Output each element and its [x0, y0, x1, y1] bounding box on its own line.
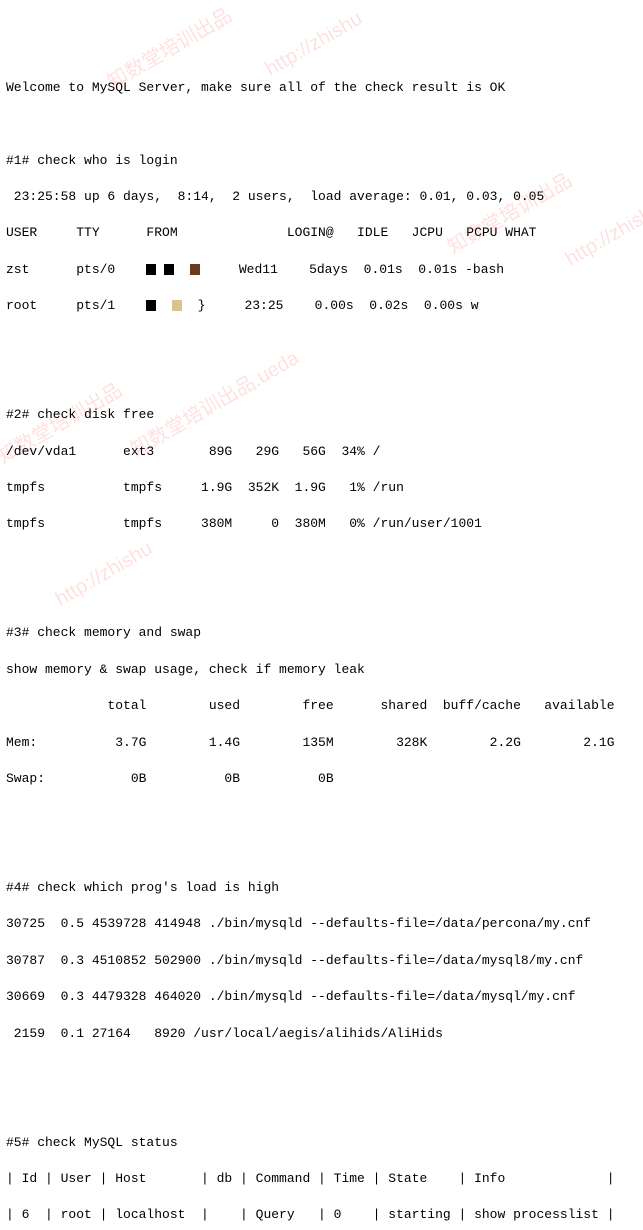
who-row2-rest: 23:25 0.00s 0.02s 0.00s w: [205, 298, 478, 313]
uptime-line: 23:25:58 up 6 days, 8:14, 2 users, load …: [6, 188, 637, 206]
who-row1-user: zst pts/0: [6, 262, 146, 277]
section2-title: #2# check disk free: [6, 406, 637, 424]
disk-row-2: tmpfs tmpfs 1.9G 352K 1.9G 1% /run: [6, 479, 637, 497]
who-row-2: root pts/1 } 23:25 0.00s 0.02s 0.00s w: [6, 297, 637, 315]
censored-ip-icon: [172, 300, 182, 311]
blank-line: [6, 333, 637, 351]
mem-header: total used free shared buff/cache availa…: [6, 697, 637, 715]
section1-title: #1# check who is login: [6, 152, 637, 170]
disk-row-3: tmpfs tmpfs 380M 0 380M 0% /run/user/100…: [6, 515, 637, 533]
proc-row-3: 30669 0.3 4479328 464020 ./bin/mysqld --…: [6, 988, 637, 1006]
censored-ip-icon: [146, 264, 156, 275]
censored-ip-icon: [146, 300, 156, 311]
proc-row-1: 30725 0.5 4539728 414948 ./bin/mysqld --…: [6, 915, 637, 933]
blank-line: [6, 115, 637, 133]
censored-ip-icon: [164, 264, 174, 275]
blank-line: [6, 370, 637, 388]
proc-row-4: 2159 0.1 27164 8920 /usr/local/aegis/ali…: [6, 1025, 637, 1043]
mysql-header: | Id | User | Host | db | Command | Time…: [6, 1170, 637, 1188]
censored-ip-icon: [190, 264, 200, 275]
blank-line: [6, 588, 637, 606]
section5-title: #5# check MySQL status: [6, 1134, 637, 1152]
blank-line: [6, 806, 637, 824]
who-row-1: zst pts/0 Wed11 5days 0.01s 0.01s -bash: [6, 261, 637, 279]
who-row2-user: root pts/1: [6, 298, 146, 313]
blank-line: [6, 1061, 637, 1079]
section4-title: #4# check which prog's load is high: [6, 879, 637, 897]
section3-sub: show memory & swap usage, check if memor…: [6, 661, 637, 679]
blank-line: [6, 1097, 637, 1115]
mem-row: Mem: 3.7G 1.4G 135M 328K 2.2G 2.1G: [6, 734, 637, 752]
blank-line: [6, 843, 637, 861]
watermark-text: http://zhishu: [260, 5, 367, 83]
who-row1-rest: Wed11 5days 0.01s 0.01s -bash: [200, 262, 504, 277]
welcome-line: Welcome to MySQL Server, make sure all o…: [6, 79, 637, 97]
watermark-text: 知数堂培训出品: [442, 167, 577, 261]
who-header: USER TTY FROM LOGIN@ IDLE JCPU PCPU WHAT: [6, 224, 637, 242]
mysql-row: | 6 | root | localhost | | Query | 0 | s…: [6, 1206, 637, 1224]
swap-row: Swap: 0B 0B 0B: [6, 770, 637, 788]
section3-title: #3# check memory and swap: [6, 624, 637, 642]
blank-line: [6, 552, 637, 570]
disk-row-1: /dev/vda1 ext3 89G 29G 56G 34% /: [6, 443, 637, 461]
proc-row-2: 30787 0.3 4510852 502900 ./bin/mysqld --…: [6, 952, 637, 970]
